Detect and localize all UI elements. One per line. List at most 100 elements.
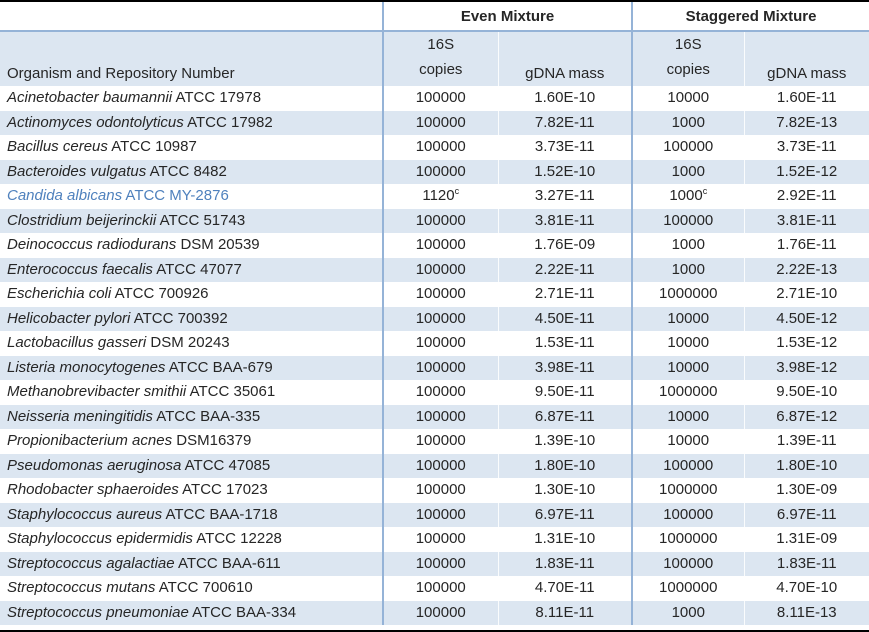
cell-value: 100000: [415, 603, 466, 621]
cell-value: 10000: [667, 334, 710, 351]
organism-cell: Clostridium beijerinckii ATCC 51743: [0, 209, 383, 234]
footnote-marker: c: [702, 186, 708, 196]
staggered-16s-copies-cell: 10000: [631, 306, 744, 331]
cell-value: 1.39E-11: [776, 432, 837, 449]
even-gdna-mass-cell: 4.70E-11: [497, 576, 632, 601]
organism-cell: Deinococcus radiodurans DSM 20539: [0, 233, 383, 258]
organism-cell: Methanobrevibacter smithii ATCC 35061: [0, 380, 383, 405]
staggered-gdna-mass-cell: 4.50E-12: [743, 306, 869, 331]
cell-value: 100000: [415, 432, 466, 449]
cell-value: 6.87E-12: [776, 407, 838, 425]
staggered-16s-copies-cell: 10000: [631, 355, 744, 380]
even-gdna-mass-cell: 1.30E-10: [497, 478, 632, 503]
staggered-16s-copies-cell: 1000000: [631, 478, 744, 503]
even-16s-copies-cell: 100000: [382, 110, 498, 135]
cell-value: 10000: [667, 432, 710, 449]
table-row: Streptococcus agalactiae ATCC BAA-611 100…: [0, 551, 869, 576]
cell-value: 100000: [415, 579, 466, 596]
table-row: Actinomyces odontolyticus ATCC 17982 1000…: [0, 110, 869, 135]
organism-cell: Candida albicans ATCC MY-2876: [0, 184, 383, 209]
cell-value: 1.60E-11: [776, 89, 837, 106]
table-row: Listeria monocytogenes ATCC BAA-679 10000…: [0, 355, 869, 381]
table-row: Bacillus cereus ATCC 10987 100000 3.73E-11…: [0, 135, 869, 160]
repository-number: ATCC 12228: [196, 530, 282, 547]
cell-value: 100000: [415, 383, 466, 400]
cell-value: 100000: [415, 554, 466, 572]
even-gdna-mass-header: gDNA mass: [497, 31, 632, 86]
repository-number: ATCC 8482: [149, 162, 227, 180]
repository-number: ATCC 47077: [156, 260, 242, 278]
table-row: Propionibacterium acnes DSM16379 100000 1.…: [0, 429, 869, 454]
organism-name: Staphylococcus aureus: [7, 505, 163, 523]
organism-cell: Streptococcus mutans ATCC 700610: [0, 576, 383, 601]
staggered-gdna-mass-cell: 9.50E-10: [743, 380, 869, 405]
organism-cell: Neisseria meningitidis ATCC BAA-335: [0, 405, 383, 430]
cell-value: 100000: [415, 162, 466, 180]
cell-value: 1000000: [659, 383, 718, 400]
staggered-16s-copies-cell: 10000: [631, 404, 744, 429]
cell-value: 1000000: [659, 285, 718, 302]
organism-cell: Listeria monocytogenes ATCC BAA-679: [0, 356, 383, 381]
cell-value: 100000: [415, 211, 466, 229]
organism-cell: Staphylococcus epidermidis ATCC 12228: [0, 527, 383, 552]
staggered-gdna-mass-cell: 2.22E-13: [743, 257, 869, 282]
organism-name: Neisseria meningitidis: [7, 407, 153, 425]
cell-value: 1000000: [659, 530, 718, 547]
cell-value: 4.70E-11: [534, 579, 595, 596]
staggered-16s-copies-cell: 1000000: [631, 527, 744, 552]
organism-name: Pseudomonas aeruginosa: [7, 456, 182, 474]
even-gdna-mass-cell: 1.52E-10: [497, 159, 632, 184]
even-16s-copies-cell: 100000: [382, 208, 498, 233]
staggered-16s-copies-cell: 100000: [631, 453, 744, 478]
staggered-16s-copies-cell: 100000: [631, 135, 744, 160]
footnote-marker: c: [454, 186, 460, 196]
repository-number: ATCC 700392: [133, 309, 228, 327]
staggered-gdna-mass-cell: 1.53E-12: [743, 331, 869, 356]
repository-number: DSM 20243: [150, 334, 230, 351]
staggered-gdna-mass-cell: 3.81E-11: [743, 208, 869, 233]
cell-value: 10000: [667, 309, 710, 327]
even-gdna-mass-cell: 3.81E-11: [497, 208, 632, 233]
staggered-16s-copies-cell: 10000: [631, 331, 744, 356]
cell-value: 100000: [415, 530, 466, 547]
even-gdna-mass-cell: 1.83E-11: [497, 551, 632, 576]
repository-number: ATCC BAA-611: [177, 554, 281, 572]
organism-name: Staphylococcus epidermidis: [7, 530, 193, 547]
cell-value: 1.52E-10: [534, 162, 596, 180]
organism-name: Deinococcus radiodurans: [7, 236, 177, 253]
organism-name: Escherichia coli: [7, 285, 112, 302]
staggered-gdna-mass-cell: 3.73E-11: [743, 135, 869, 160]
organism-name: Enterococcus faecalis: [7, 260, 153, 278]
cell-value: 100000: [415, 309, 466, 327]
even-gdna-mass-cell: 9.50E-11: [497, 380, 632, 405]
cell-value: 100000: [415, 138, 466, 155]
cell-value: 3.81E-11: [534, 211, 595, 229]
even-gdna-mass-cell: 3.98E-11: [497, 355, 632, 380]
organism-name: Lactobacillus gasseri: [7, 334, 147, 351]
cell-value: 1.31E-10: [534, 530, 596, 547]
cell-value: 1.53E-12: [776, 334, 838, 351]
cell-value: 3.98E-12: [776, 358, 838, 376]
cell-value: 1000: [671, 162, 705, 180]
cell-value: 100000: [663, 554, 714, 572]
even-gdna-mass-cell: 2.71E-11: [497, 282, 632, 307]
even-gdna-mass-cell: 8.11E-11: [497, 600, 632, 625]
organism-cell: Helicobacter pylori ATCC 700392: [0, 307, 383, 332]
cell-value: 10000: [667, 407, 710, 425]
organism-cell: Streptococcus pneumoniae ATCC BAA-334: [0, 601, 383, 626]
table-row: Helicobacter pylori ATCC 700392 100000 4.5…: [0, 306, 869, 332]
cell-value: 1.83E-11: [776, 554, 837, 572]
cell-value: 3.81E-11: [776, 211, 837, 229]
organism-name: Actinomyces odontolyticus: [7, 113, 184, 131]
cell-value: 100000: [663, 138, 714, 155]
cell-value: 100000: [415, 334, 466, 351]
organism-name: Candida albicans: [7, 187, 123, 204]
copies-label: copies: [666, 61, 710, 78]
cell-value: 1120: [422, 187, 455, 204]
cell-value: 2.71E-11: [534, 285, 595, 302]
cell-value: 6.97E-11: [776, 505, 837, 523]
organism-cell: Enterococcus faecalis ATCC 47077: [0, 258, 383, 283]
cell-value: 100000: [415, 260, 466, 278]
organism-name: Streptococcus agalactiae: [7, 554, 175, 572]
